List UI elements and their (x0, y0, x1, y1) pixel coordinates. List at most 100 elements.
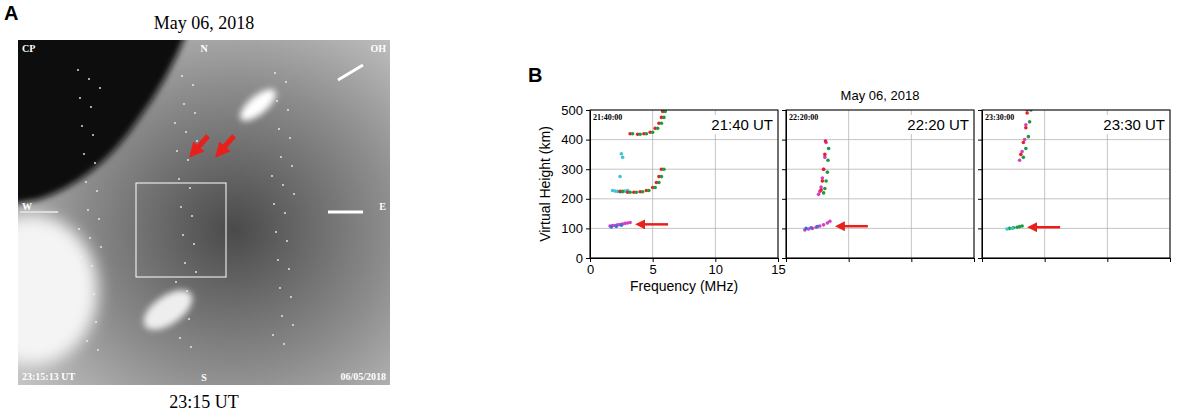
tick-mark (911, 258, 912, 262)
axis-line (591, 259, 779, 263)
star (277, 259, 279, 261)
annotation-arrow (1032, 226, 1060, 229)
star (92, 134, 94, 136)
echo-point (641, 190, 645, 194)
echo-point (822, 191, 826, 195)
y-axis: 0100200300400500 (561, 103, 590, 266)
tick: 15 (771, 258, 785, 277)
tick-mark (1045, 258, 1046, 262)
star (191, 215, 193, 217)
tick (1107, 258, 1108, 262)
image-label: OH (370, 43, 386, 54)
star (177, 309, 179, 311)
plot-subtitle: 22:20:00 (789, 113, 818, 122)
x-axis: 0 5 10 15 (587, 258, 786, 277)
star (192, 84, 194, 86)
echo-point (809, 226, 813, 230)
star (85, 181, 87, 183)
star (84, 312, 86, 314)
grid-line (982, 198, 1170, 199)
image-label: 23:15:13 UT (22, 371, 75, 382)
echo-point (647, 189, 651, 193)
axis-line (586, 111, 591, 259)
star (293, 193, 295, 195)
series (611, 152, 630, 193)
star (99, 87, 101, 89)
echo-point (1028, 120, 1032, 124)
axis-title: Frequency (MHz) (630, 278, 738, 294)
tick-label: 10 (709, 262, 723, 277)
grid (982, 110, 1170, 258)
tick-mark (586, 258, 590, 259)
data-points (1005, 110, 1032, 231)
star (83, 153, 85, 155)
echo-point (1024, 147, 1028, 151)
echo-point (1020, 224, 1024, 228)
image-label: 06/05/2018 (340, 371, 386, 382)
tick-label: 0 (587, 262, 594, 277)
star (290, 296, 292, 298)
star (187, 159, 189, 161)
star (79, 97, 81, 99)
tick-mark (978, 258, 982, 259)
tick-mark (782, 199, 786, 200)
data-points (803, 139, 832, 231)
star (88, 78, 90, 80)
series (1005, 227, 1014, 231)
star (183, 103, 185, 105)
star (94, 162, 96, 164)
grid (786, 110, 974, 258)
image-label: CP (22, 43, 35, 54)
tick-mark (978, 140, 982, 141)
plot-frame (786, 110, 974, 258)
tick: 0 (587, 258, 594, 277)
star (78, 228, 80, 230)
tick (782, 110, 786, 111)
bright-glow (18, 215, 98, 365)
tick-mark (782, 169, 786, 170)
light-streak (328, 211, 363, 214)
star (98, 218, 100, 220)
star (188, 318, 190, 320)
star (91, 265, 93, 267)
tick (782, 199, 786, 200)
series (1008, 110, 1033, 230)
star (176, 150, 178, 152)
star (81, 125, 83, 127)
tick: 5 (650, 258, 657, 277)
echo-point (620, 223, 624, 227)
star (86, 340, 88, 342)
series (1019, 111, 1029, 156)
sky-image (18, 40, 390, 385)
grid-line (982, 139, 1170, 140)
bright-cloud (235, 84, 280, 126)
echo-point (1010, 227, 1014, 231)
y-axis (978, 111, 983, 259)
star (282, 184, 284, 186)
grid-line (590, 139, 778, 140)
echo-point (1018, 159, 1022, 163)
tick-label: 200 (561, 191, 583, 206)
echo-point (653, 186, 657, 190)
echo-point (826, 159, 830, 163)
label-patch (1101, 115, 1167, 134)
echo-point (618, 175, 622, 179)
star (178, 178, 180, 180)
echo-point (826, 170, 830, 174)
star (180, 206, 182, 208)
tick-label: 500 (561, 103, 583, 118)
star (194, 112, 196, 114)
star (276, 100, 278, 102)
star (175, 281, 177, 283)
star (100, 246, 102, 248)
star (190, 346, 192, 348)
star (186, 290, 188, 292)
echo-point (662, 116, 666, 120)
plot-frame (590, 110, 778, 258)
region-box (136, 183, 226, 277)
echo-point (651, 130, 655, 134)
panel-letter: B (528, 64, 542, 86)
tick-mark (782, 110, 786, 111)
series (1018, 110, 1029, 162)
star (97, 349, 99, 351)
